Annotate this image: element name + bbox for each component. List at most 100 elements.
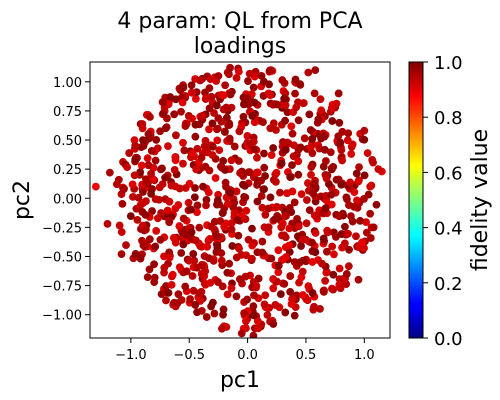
- scatter-point: [253, 168, 262, 177]
- scatter-point: [305, 110, 314, 119]
- scatter-point: [369, 158, 377, 167]
- scatter-point: [130, 171, 139, 180]
- scatter-point: [266, 124, 275, 133]
- scatter-point: [374, 165, 383, 174]
- scatter-point: [171, 153, 180, 162]
- scatter-point: [187, 81, 196, 90]
- scatter-point: [286, 272, 295, 280]
- scatter-point: [138, 188, 147, 196]
- scatter-point: [274, 261, 283, 270]
- scatter-point: [299, 99, 307, 108]
- scatter-point: [202, 201, 210, 210]
- scatter-point: [253, 153, 261, 162]
- scatter-point: [195, 223, 204, 232]
- scatter-point: [267, 254, 276, 263]
- scatter-point: [181, 230, 189, 239]
- scatter-point: [250, 311, 258, 320]
- scatter-point: [334, 132, 343, 141]
- scatter-point: [257, 192, 266, 200]
- scatter-point: [190, 193, 199, 202]
- scatter-point: [248, 224, 256, 233]
- scatter-point: [314, 115, 323, 124]
- scatter-point: [211, 174, 220, 182]
- colorbar-tick-label: 0.0: [434, 329, 463, 350]
- scatter-point: [172, 95, 180, 104]
- scatter-point: [136, 254, 145, 263]
- scatter-point: [188, 272, 197, 280]
- scatter-point: [230, 142, 239, 151]
- scatter-point: [328, 117, 337, 125]
- scatter-point: [186, 295, 195, 303]
- scatter-point: [198, 260, 206, 269]
- scatter-point: [281, 101, 290, 110]
- scatter-point: [214, 190, 223, 199]
- scatter-point: [260, 185, 268, 194]
- scatter-point: [329, 270, 338, 279]
- scatter-point: [271, 178, 280, 186]
- scatter-point: [148, 207, 156, 215]
- scatter-point: [317, 106, 326, 115]
- colorbar-ticks: 0.0 0.2 0.4 0.6 0.8 1.0: [423, 53, 463, 350]
- scatter-point: [280, 94, 288, 103]
- scatter-point: [187, 88, 196, 97]
- scatter-point: [294, 222, 303, 231]
- scatter-point: [319, 234, 328, 243]
- scatter-point: [171, 238, 180, 247]
- scatter-point: [328, 242, 337, 251]
- scatter-point: [244, 77, 252, 85]
- scatter-point: [138, 124, 147, 133]
- scatter-point: [326, 148, 335, 157]
- scatter-point: [282, 253, 291, 261]
- scatter-point: [237, 329, 246, 338]
- scatter-point: [366, 234, 375, 242]
- scatter-point: [245, 140, 254, 148]
- scatter-point: [242, 324, 250, 333]
- scatter-point: [131, 141, 140, 150]
- scatter-point: [285, 241, 294, 250]
- scatter-point: [185, 256, 193, 265]
- scatter-point: [267, 66, 275, 75]
- scatter-point: [165, 253, 174, 262]
- scatter-point: [199, 182, 207, 191]
- scatter-point: [292, 103, 301, 112]
- scatter-point: [214, 278, 222, 286]
- scatter-point: [320, 132, 329, 141]
- scatter-point: [125, 149, 134, 157]
- scatter-point: [328, 284, 336, 293]
- scatter-point: [189, 286, 198, 295]
- scatter-point: [240, 181, 249, 190]
- y-axis-ticks: 1.00 0.75 0.50 0.25 0.00 −0.25 −0.50 −0.75 −1.00: [42, 76, 90, 324]
- scatter-point: [250, 98, 259, 107]
- scatter-point: [191, 132, 200, 141]
- scatter-point: [342, 270, 351, 278]
- scatter-point: [308, 238, 317, 247]
- scatter-point: [212, 101, 221, 110]
- scatter-point: [226, 188, 235, 197]
- scatter-point: [223, 268, 232, 277]
- scatter-point: [243, 94, 252, 102]
- scatter-point: [128, 180, 137, 189]
- scatter-point: [337, 180, 346, 189]
- scatter-point: [300, 134, 309, 143]
- scatter-point: [358, 238, 366, 247]
- scatter-point: [144, 161, 153, 170]
- scatter-point: [142, 225, 150, 234]
- scatter-point: [297, 190, 306, 199]
- y-tick-label: −0.50: [42, 250, 82, 265]
- scatter-point: [167, 280, 176, 289]
- scatter-point: [281, 116, 290, 125]
- scatter-point: [307, 163, 316, 171]
- scatter-point: [188, 114, 197, 123]
- scatter-point: [217, 256, 226, 265]
- scatter-point: [282, 212, 290, 220]
- scatter-point: [344, 229, 352, 238]
- scatter-point: [318, 259, 326, 268]
- x-tick-label: 0.0: [237, 348, 258, 363]
- scatter-point: [179, 83, 188, 92]
- scatter-point: [156, 235, 165, 244]
- scatter-point: [167, 181, 176, 190]
- scatter-point: [216, 217, 225, 225]
- scatter-point: [151, 156, 160, 165]
- y-tick-label: 1.00: [53, 76, 82, 91]
- scatter-point: [147, 169, 155, 178]
